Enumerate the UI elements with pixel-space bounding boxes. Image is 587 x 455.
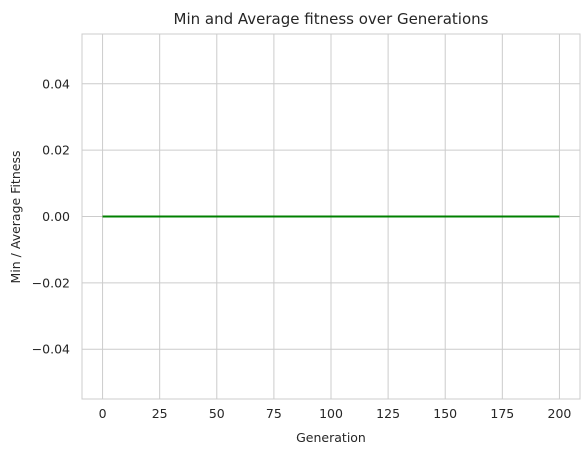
x-tick-label: 75 <box>266 406 282 421</box>
y-tick-label: 0.00 <box>42 209 70 224</box>
y-tick-label: 0.04 <box>42 76 70 91</box>
x-tick-label: 0 <box>99 406 107 421</box>
x-tick-label: 175 <box>490 406 514 421</box>
x-tick-label: 25 <box>152 406 168 421</box>
x-tick-label: 200 <box>548 406 572 421</box>
y-tick-label: −0.04 <box>32 342 70 357</box>
y-axis-ticks: −0.04 −0.02 0.00 0.02 0.04 <box>32 76 70 356</box>
x-tick-label: 150 <box>433 406 457 421</box>
plot-frame <box>81 33 581 400</box>
x-tick-label: 100 <box>319 406 343 421</box>
x-tick-label: 50 <box>209 406 225 421</box>
y-axis-label: Min / Average Fitness <box>8 151 23 284</box>
x-axis-label: Generation <box>296 430 366 445</box>
y-tick-label: 0.02 <box>42 143 70 158</box>
y-tick-label: −0.02 <box>32 275 70 290</box>
x-axis-ticks: 0 25 50 75 100 125 150 175 200 <box>99 406 572 421</box>
x-tick-label: 125 <box>376 406 400 421</box>
chart-title: Min and Average fitness over Generations <box>174 10 489 28</box>
